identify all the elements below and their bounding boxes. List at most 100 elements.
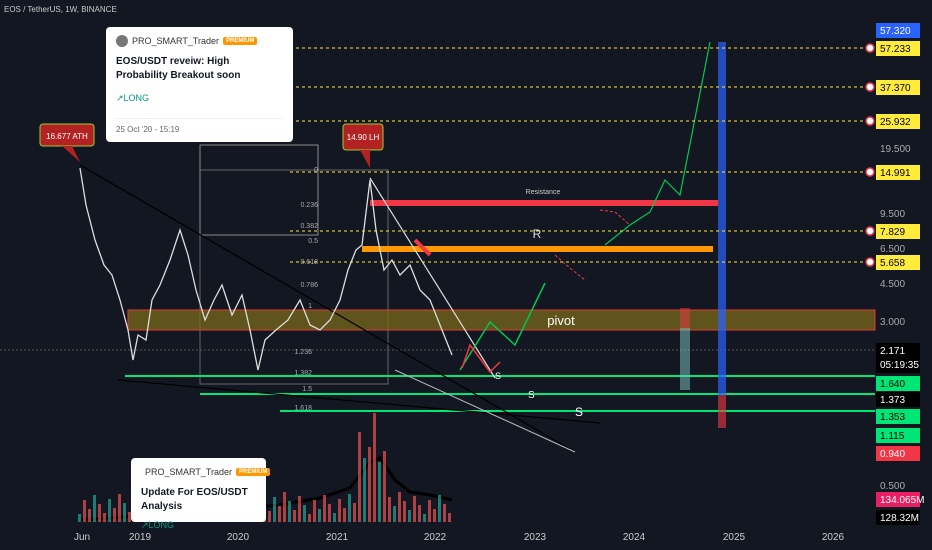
time-label: 2020 xyxy=(227,532,250,543)
avatar xyxy=(116,35,128,47)
alert-icon xyxy=(865,116,875,126)
price-tag xyxy=(876,376,920,391)
volume-bar xyxy=(93,495,96,522)
volume-bar xyxy=(383,451,386,522)
volume-bar xyxy=(333,513,336,522)
price-label: 57.233 xyxy=(880,44,911,55)
volume-bar xyxy=(368,447,371,522)
price-tag xyxy=(876,41,920,56)
price-label: 14.991 xyxy=(880,168,911,179)
volume-bar xyxy=(408,510,411,522)
volume-bar xyxy=(323,495,326,522)
pivot-zone xyxy=(127,309,876,331)
price-label: 57.320 xyxy=(880,26,911,37)
price-label: 4.500 xyxy=(880,279,905,290)
time-label: 2025 xyxy=(723,532,746,543)
price-label: 1.640 xyxy=(880,379,905,390)
ath-label: 16.677 ATH xyxy=(46,132,88,141)
badge: PREMIUM xyxy=(236,468,271,476)
price-label: 1.353 xyxy=(880,412,905,423)
fib-label: 0 xyxy=(314,167,318,174)
alert-icon xyxy=(865,82,875,92)
volume-bar xyxy=(78,514,81,522)
price-tag xyxy=(876,165,920,180)
r-label: R xyxy=(533,227,542,241)
volume-bar xyxy=(403,501,406,522)
volume-bar xyxy=(273,497,276,522)
volume-bar xyxy=(448,513,451,522)
price-tag xyxy=(876,224,920,239)
idea-card[interactable]: PRO_SMART_Trader PREMIUM EOS/USDT reveiw:… xyxy=(106,27,293,142)
volume-bar xyxy=(268,511,271,522)
trend-line xyxy=(117,379,601,424)
volume-bar xyxy=(118,494,121,522)
author-row: PRO_SMART_Trader PREMIUM xyxy=(116,35,283,47)
volume-bar xyxy=(353,503,356,522)
volume-bar xyxy=(303,505,306,522)
volume-bar xyxy=(308,514,311,522)
symbol-header: EOS / TetherUS, 1W, BINANCE xyxy=(4,5,117,14)
reward-box xyxy=(680,328,690,390)
alert-icon xyxy=(865,226,875,236)
price-tag xyxy=(876,114,920,129)
pivot-label: pivot xyxy=(547,313,575,328)
price-label: 128.32M xyxy=(880,513,919,524)
volume-bar xyxy=(393,506,396,522)
price-tag xyxy=(876,409,920,424)
target-bar xyxy=(718,42,726,395)
alert-icon xyxy=(865,167,875,177)
volume-bar xyxy=(388,497,391,522)
price-tag xyxy=(876,80,920,95)
price-label: 3.000 xyxy=(880,317,905,328)
volume-bar xyxy=(123,503,126,522)
price-label: 19.500 xyxy=(880,144,911,155)
alt-path xyxy=(554,209,631,281)
price-tag xyxy=(876,255,920,270)
volume-bar xyxy=(278,506,281,522)
fib-label: 1.382 xyxy=(294,370,312,377)
long-path xyxy=(604,41,711,246)
price-label: 0.500 xyxy=(880,481,905,492)
s-label: S xyxy=(528,390,535,401)
price-label: 2.171 xyxy=(880,346,905,357)
volume-bar xyxy=(113,508,116,522)
volume-bar xyxy=(313,500,316,522)
volume-bar xyxy=(433,509,436,522)
idea-card[interactable]: PRO_SMART_Trader PREMIUM Update For EOS/U… xyxy=(131,458,271,530)
time-label: 2019 xyxy=(129,532,152,543)
direction: ↗LONG xyxy=(141,520,175,530)
volume-bar xyxy=(443,504,446,522)
volume-bar xyxy=(378,462,381,522)
card-title: EOS/USDT reveiw: High Probability Breako… xyxy=(116,56,241,81)
volume-bar xyxy=(108,499,111,522)
volume-bar xyxy=(413,496,416,522)
volume-bar xyxy=(358,432,361,522)
volume-bar xyxy=(83,500,86,522)
trend-line xyxy=(79,164,576,453)
volume-bar xyxy=(338,499,341,522)
price-tag xyxy=(876,510,920,525)
short-path xyxy=(461,343,501,374)
price-tag xyxy=(876,343,920,373)
r-bar xyxy=(362,246,713,252)
resistance-bar xyxy=(370,200,718,206)
time-label: 2021 xyxy=(326,532,349,543)
projection-arrow xyxy=(369,177,496,379)
direction: ↗LONG xyxy=(116,93,150,103)
callout-tail xyxy=(360,150,370,168)
volume-bar xyxy=(88,509,91,522)
time-label: Jun xyxy=(74,532,90,543)
fib-label: 1.5 xyxy=(302,386,312,393)
volume-bar xyxy=(343,508,346,522)
badge: PREMIUM xyxy=(223,37,258,45)
time-label: 2022 xyxy=(424,532,447,543)
long-path xyxy=(459,282,546,371)
projection-arrow xyxy=(394,369,576,453)
author-row: PRO_SMART_Trader PREMIUM xyxy=(141,466,271,478)
price-label: 25.932 xyxy=(880,117,911,128)
price-label: 6.500 xyxy=(880,244,905,255)
volume-bar xyxy=(98,504,101,522)
price-label: 1.373 xyxy=(880,395,905,406)
alert-icon xyxy=(865,257,875,267)
volume-bar xyxy=(423,514,426,522)
